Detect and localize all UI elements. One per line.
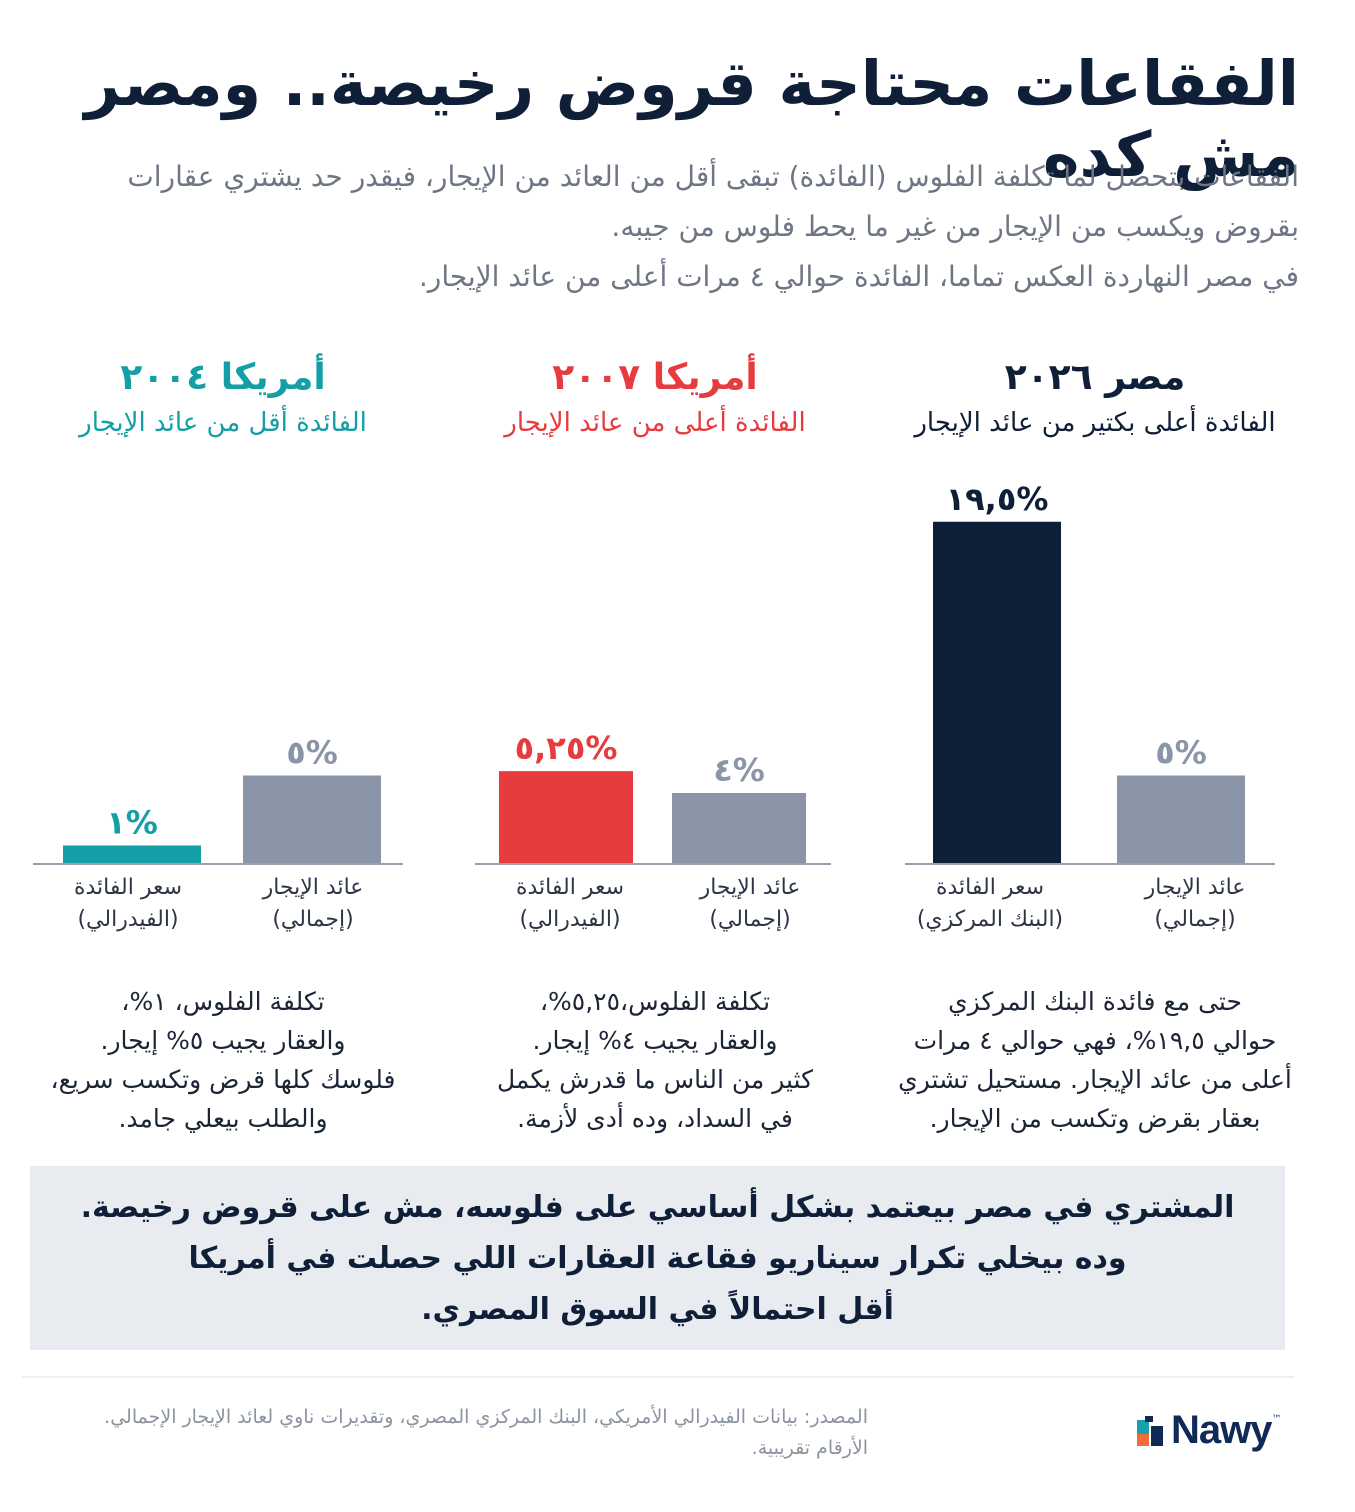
bar <box>1117 775 1245 863</box>
category-label-line-2: (إجمالي) <box>272 907 354 932</box>
panel-description: حتى مع فائدة البنك المركزي حوالي ١٩,٥%، … <box>895 982 1295 1138</box>
bar <box>499 771 633 863</box>
panel-egypt-2026: مصر ٢٠٢٦ الفائدة أعلى بكتير من عائد الإي… <box>898 350 1292 1150</box>
category-label-line-1: عائد الإيجار <box>262 875 364 900</box>
description-line: والعقار يجيب ٤% إيجار. <box>532 1026 778 1055</box>
bar <box>672 793 806 863</box>
category-label-interest: سعر الفائدة (الفيدرالي) <box>53 872 203 936</box>
description-line: حتى مع فائدة البنك المركزي <box>948 987 1242 1016</box>
intro-line-3: في مصر النهاردة العكس تماما، الفائدة حوا… <box>418 260 1299 293</box>
bar-value-label: ٥% <box>286 734 338 772</box>
category-label-interest: سعر الفائدة (البنك المركزي) <box>895 872 1085 936</box>
bar <box>63 845 201 863</box>
bar-value-label: ٥,٢٥% <box>515 729 618 767</box>
category-label-rent: عائد الإيجار (إجمالي) <box>685 872 815 936</box>
panel-subtitle: الفائدة أعلى من عائد الإيجار <box>504 408 806 438</box>
conclusion-box: المشتري في مصر بيعتمد بشكل أساسي على فلو… <box>30 1166 1285 1350</box>
intro-line-2: بقروض ويكسب من الإيجار من غير ما يحط فلو… <box>611 210 1299 243</box>
footer-divider <box>22 1376 1294 1378</box>
category-label-line-2: (البنك المركزي) <box>916 907 1064 932</box>
bar-chart-us-2004: ٥% ١% <box>33 734 403 865</box>
category-label-rent: عائد الإيجار (إجمالي) <box>243 872 383 936</box>
category-label-line-2: (الفيدرالي) <box>519 907 621 932</box>
description-line: بعقار بقرض وتكسب من الإيجار. <box>929 1104 1261 1133</box>
panel-us-2004: أمريكا ٢٠٠٤ الفائدة أقل من عائد الإيجار … <box>33 350 413 1150</box>
panel-subtitle: الفائدة أعلى بكتير من عائد الإيجار <box>914 408 1276 438</box>
category-label-line-1: سعر الفائدة <box>935 875 1045 900</box>
category-label-line-1: عائد الإيجار <box>699 875 801 900</box>
category-label-rent: عائد الإيجار (إجمالي) <box>1135 872 1255 936</box>
description-line: تكلفة الفلوس، ١%، <box>121 987 325 1016</box>
intro-text: الفقاعات بتحصل لما تكلفة الفلوس (الفائدة… <box>40 152 1299 302</box>
nawy-logo: Nawy ™ <box>1135 1408 1282 1453</box>
panel-description: تكلفة الفلوس،٥,٢٥%، والعقار يجيب ٤% إيجا… <box>465 982 845 1138</box>
description-line: أعلى من عائد الإيجار. مستحيل تشتري <box>898 1065 1292 1094</box>
panel-us-2007: أمريكا ٢٠٠٧ الفائدة أعلى من عائد الإيجار… <box>475 350 835 1150</box>
panel-title: مصر ٢٠٢٦ <box>1004 357 1186 398</box>
description-line: كثير من الناس ما قدرش يكمل <box>496 1065 813 1094</box>
brand-trademark: ™ <box>1271 1414 1282 1425</box>
bar-value-label: ٥% <box>1155 734 1207 772</box>
bar-value-label: ٤% <box>713 751 765 789</box>
nawy-logo-icon <box>1137 1415 1163 1446</box>
conclusion-line-2: وده بيخلي تكرار سيناريو فقاعة العقارات ا… <box>188 1240 1127 1276</box>
description-line: فلوسك كلها قرض وتكسب سريع، <box>50 1065 396 1094</box>
category-label-interest: سعر الفائدة (الفيدرالي) <box>495 872 645 936</box>
page-title: الفقاعات محتاجة قروض رخيصة.. ومصر مش كده <box>84 47 1299 192</box>
bar-chart-us-2007: ٤% ٥,٢٥% <box>475 729 831 865</box>
category-label-line-1: سعر الفائدة <box>73 875 183 900</box>
intro-line-1: الفقاعات بتحصل لما تكلفة الفلوس (الفائدة… <box>127 160 1299 193</box>
description-line: حوالي ١٩,٥%، فهي حوالي ٤ مرات <box>913 1026 1277 1055</box>
description-line: والعقار يجيب ٥% إيجار. <box>100 1026 346 1055</box>
category-label-line-2: (الفيدرالي) <box>77 907 179 932</box>
bar-value-label: ١٩,٥% <box>946 480 1049 518</box>
description-line: والطلب بيعلي جامد. <box>118 1104 328 1133</box>
panel-title: أمريكا ٢٠٠٤ <box>120 357 326 398</box>
category-label-line-1: عائد الإيجار <box>1144 875 1246 900</box>
source-line-1: المصدر: بيانات الفيدرالي الأمريكي، البنك… <box>104 1406 868 1428</box>
panel-title: أمريكا ٢٠٠٧ <box>552 357 758 398</box>
conclusion-line-3: أقل احتمالاً في السوق المصري. <box>421 1291 894 1327</box>
description-line: تكلفة الفلوس،٥,٢٥%، <box>539 987 771 1016</box>
category-label-line-2: (إجمالي) <box>1154 907 1236 932</box>
bar-value-label: ١% <box>106 804 158 842</box>
category-label-line-2: (إجمالي) <box>709 907 791 932</box>
description-line: في السداد، وده أدى لأزمة. <box>517 1104 793 1133</box>
panel-subtitle: الفائدة أقل من عائد الإيجار <box>79 408 367 438</box>
conclusion-line-1: المشتري في مصر بيعتمد بشكل أساسي على فلو… <box>80 1189 1235 1225</box>
source-note: المصدر: بيانات الفيدرالي الأمريكي، البنك… <box>28 1402 868 1464</box>
brand-name: Nawy <box>1171 1408 1272 1452</box>
bar <box>933 521 1061 863</box>
category-label-line-1: سعر الفائدة <box>515 875 625 900</box>
bar <box>243 775 381 863</box>
source-line-2: الأرقام تقريبية. <box>751 1437 868 1459</box>
panel-description: تكلفة الفلوس، ١%، والعقار يجيب ٥% إيجار.… <box>23 982 423 1138</box>
bar-chart-egypt: ٥% ١٩,٥% <box>905 480 1275 865</box>
